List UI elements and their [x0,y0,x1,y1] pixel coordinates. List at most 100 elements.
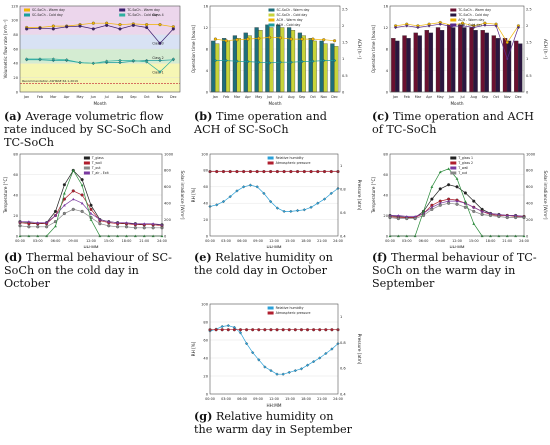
x-tick-label: 18:00 [486,239,496,243]
y-axis-label: Temperature [°C] [371,177,376,215]
y2-tick-label: 1000 [526,152,536,156]
y-tick-label: 60 [13,173,18,177]
data-point [497,214,501,219]
data-point [142,226,146,230]
y2-tick-label: 0.4 [340,234,346,238]
bar [402,35,407,93]
bar [424,30,430,93]
x-tick-label: May [255,95,262,99]
x-tick-label: 18:00 [122,239,132,243]
y-tick-label: 40 [203,202,208,206]
bar [312,40,317,93]
bar [428,32,434,93]
bar [480,30,485,93]
data-point [80,193,84,197]
legend-label: T_out [457,171,468,175]
legend-label: T_out [91,166,102,170]
x-tick-label: Feb [223,95,229,99]
series-line [26,24,174,44]
chart-svg: 0 20 40 60 80 100 0.4 0.6 0.8 1 00:00 03:00 06:00 09:… [191,302,362,408]
x-tick-label: 15:00 [285,397,295,401]
bar [221,38,227,93]
data-point [224,58,228,63]
caption-b: (b) Time operation and ACH of SC-SoCh [194,109,327,137]
data-point [269,199,273,204]
data-point [275,328,279,332]
bar [236,38,241,93]
y2-tick-label: 1000 [164,152,174,156]
data-point [293,368,297,373]
y-tick-label: 0 [386,234,389,238]
series-line [395,23,519,60]
data-point [213,37,217,41]
x-axis-label: HH:MM [267,403,282,408]
y-tick-label: 80 [13,152,18,156]
data-point [257,358,261,362]
y-tick-label: 4 [206,69,209,73]
legend-label: TC-SoCh - Warm day [457,8,491,12]
data-point [246,37,250,41]
y-tick-label: 20 [203,374,208,378]
bar [297,32,303,93]
y-tick-label: 0 [206,90,209,94]
data-point [248,170,252,174]
y-tick-label: 100 [11,19,19,23]
x-tick-label: 24:00 [333,239,343,243]
legend-swatch [83,161,90,165]
data-point [316,201,320,205]
axis-frame [209,303,339,395]
data-point [36,221,40,224]
x-tick-label: Oct [310,95,317,99]
data-point [118,27,122,31]
legend-swatch [450,161,457,165]
bar [506,40,512,93]
data-point [215,170,219,174]
y2-tick-label: 2 [526,24,528,28]
y2-tick-label: 2 [342,24,344,28]
band-label: Class 4 [152,13,163,17]
data-point [289,170,293,174]
y2-tick-label: 0.6 [340,367,346,371]
data-point [65,25,69,29]
legend-label: ACH - Cold day [458,23,482,27]
series-line [395,22,519,44]
data-point [455,199,459,203]
x-tick-label: 03:00 [221,397,231,401]
x-tick-label: Oct [144,95,151,99]
bar [451,27,456,93]
y-tick-label: 80 [203,169,208,173]
data-point [413,217,417,221]
data-point [62,203,66,207]
data-point [263,365,267,369]
data-point [105,59,109,63]
x-tick-label: 09:00 [435,239,445,243]
series-line [215,37,335,42]
data-point [224,39,228,43]
chart-b: 0 4 8 12 16 0 0.5 1 1.5 2 2.5 Jan Feb Mar Apr May Jun Jul… [190,0,362,108]
data-point [463,200,467,203]
y-tick-label: 0 [16,234,19,238]
series-line [209,184,339,212]
data-point [309,170,313,174]
data-point [275,206,279,210]
legend-swatch [83,156,90,160]
data-point [248,183,253,187]
data-point [269,170,273,174]
x-tick-label: Aug [288,95,295,99]
x-tick-label: Apr [245,95,251,99]
data-point [302,208,306,212]
x-tick-label: 03:00 [33,239,43,243]
bar [323,43,328,93]
data-point [54,214,57,217]
data-point [278,60,283,64]
y2-tick-label: 0.8 [340,187,346,191]
data-point [302,170,306,174]
data-point [107,220,111,223]
series-line [209,325,339,375]
x-tick-label: 06:00 [237,397,247,401]
data-point [472,209,476,213]
x-tick-label: 21:00 [139,239,149,243]
data-point [71,189,75,193]
x-tick-label: Jun [90,95,96,99]
x-tick-label: 06:00 [419,239,429,243]
